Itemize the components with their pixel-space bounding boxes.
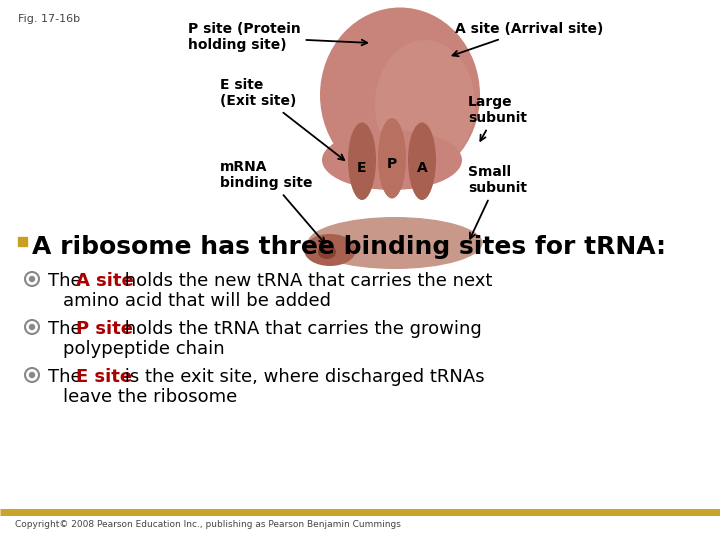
Text: amino acid that will be added: amino acid that will be added xyxy=(63,292,331,310)
Text: The: The xyxy=(48,320,87,338)
Ellipse shape xyxy=(379,124,405,199)
Ellipse shape xyxy=(349,130,375,200)
Text: The: The xyxy=(48,368,87,386)
Text: A: A xyxy=(417,161,428,175)
Ellipse shape xyxy=(378,118,406,198)
Text: polypeptide chain: polypeptide chain xyxy=(63,340,225,358)
Text: mRNA
binding site: mRNA binding site xyxy=(220,160,325,244)
Text: holds the tRNA that carries the growing: holds the tRNA that carries the growing xyxy=(119,320,482,338)
Text: P site (Protein
holding site): P site (Protein holding site) xyxy=(188,22,367,52)
Text: leave the ribosome: leave the ribosome xyxy=(63,388,238,406)
Text: A site (Arrival site): A site (Arrival site) xyxy=(453,22,603,56)
Text: Fig. 17-16b: Fig. 17-16b xyxy=(18,14,80,24)
Circle shape xyxy=(30,325,35,329)
Text: Large
subunit: Large subunit xyxy=(468,95,527,141)
Ellipse shape xyxy=(375,40,475,170)
Text: P: P xyxy=(387,157,397,171)
Ellipse shape xyxy=(318,245,336,259)
Text: is the exit site, where discharged tRNAs: is the exit site, where discharged tRNAs xyxy=(119,368,485,386)
Ellipse shape xyxy=(307,217,482,269)
Text: E: E xyxy=(357,161,366,175)
Text: A site: A site xyxy=(76,272,134,290)
Ellipse shape xyxy=(408,123,436,198)
Circle shape xyxy=(30,373,35,377)
Ellipse shape xyxy=(348,123,376,198)
Text: P site: P site xyxy=(76,320,133,338)
Circle shape xyxy=(30,276,35,281)
Text: Copyright© 2008 Pearson Education Inc., publishing as Pearson Benjamin Cummings: Copyright© 2008 Pearson Education Inc., … xyxy=(15,520,401,529)
Ellipse shape xyxy=(320,8,480,183)
Ellipse shape xyxy=(322,130,462,190)
Text: A ribosome has three binding sites for tRNA:: A ribosome has three binding sites for t… xyxy=(32,235,666,259)
Ellipse shape xyxy=(409,130,435,200)
Text: The: The xyxy=(48,272,87,290)
Bar xyxy=(18,237,27,246)
Ellipse shape xyxy=(304,234,356,266)
Text: holds the new tRNA that carries the next: holds the new tRNA that carries the next xyxy=(119,272,492,290)
Text: E site: E site xyxy=(76,368,132,386)
Text: Small
subunit: Small subunit xyxy=(468,165,527,239)
Text: E site
(Exit site): E site (Exit site) xyxy=(220,78,344,160)
